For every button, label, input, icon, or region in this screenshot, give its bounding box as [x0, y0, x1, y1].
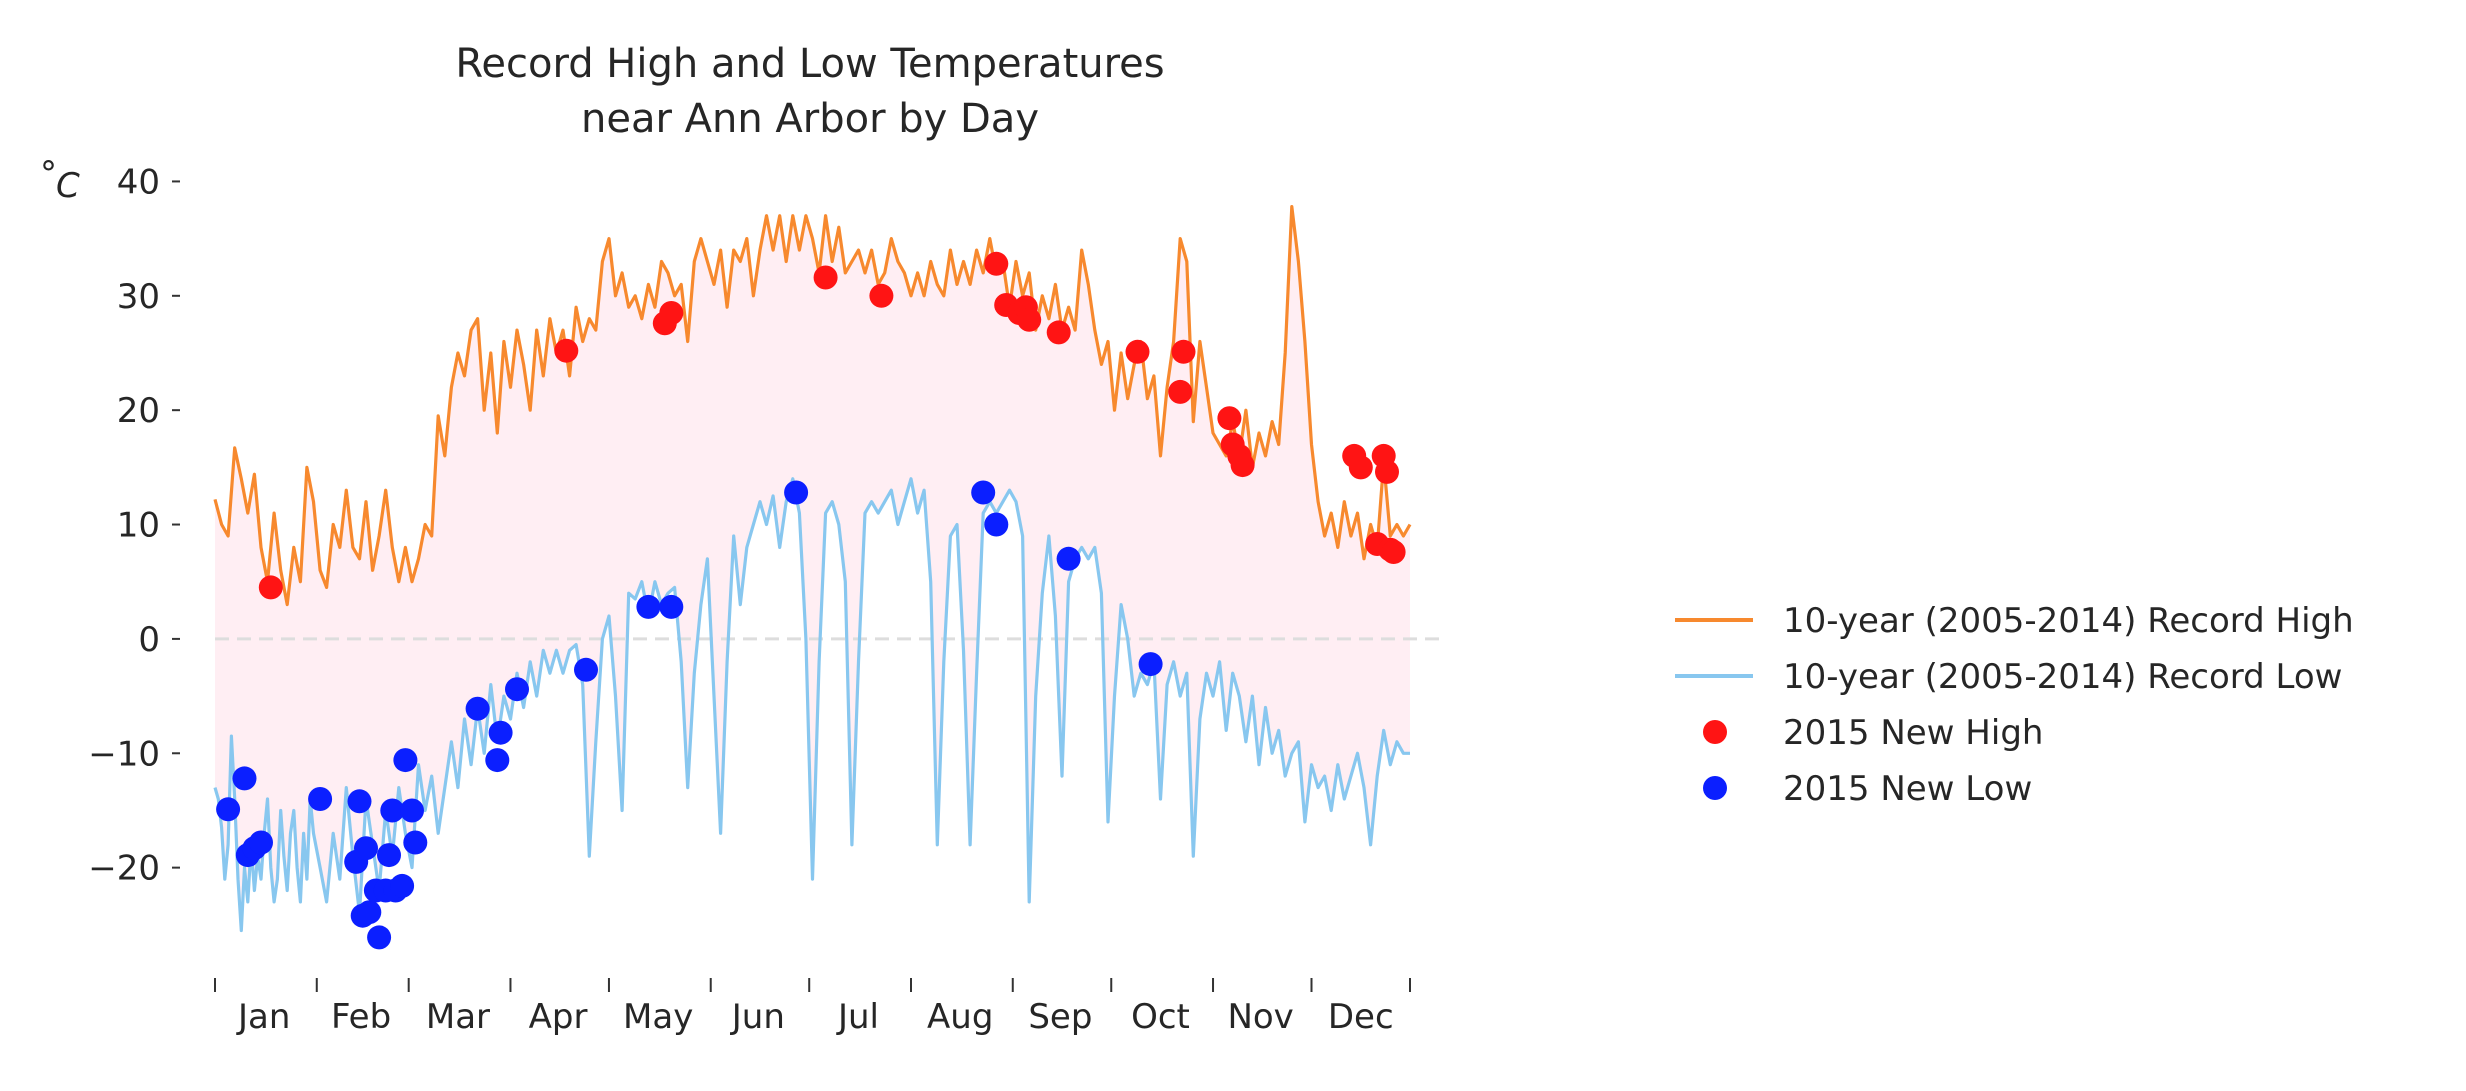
x-month-label: Feb — [331, 997, 391, 1037]
y-unit-label: ° C — [40, 154, 80, 206]
new-high-point — [1381, 540, 1406, 564]
x-month-label: Dec — [1328, 997, 1394, 1037]
y-tick-label: −10 — [88, 734, 160, 774]
x-month-label: Apr — [529, 997, 588, 1037]
new-high-point — [1171, 339, 1196, 364]
x-month-label: Mar — [426, 997, 490, 1037]
new-low-point — [249, 830, 273, 855]
new-high-point — [1017, 307, 1042, 332]
new-low-point — [400, 798, 424, 823]
new-low-point — [354, 836, 378, 861]
new-low-point — [403, 830, 428, 855]
y-tick-label: 30 — [117, 277, 160, 317]
new-low-point — [347, 789, 372, 814]
new-low-point — [367, 925, 392, 950]
new-high-point — [1375, 459, 1399, 484]
new-low-point — [488, 720, 513, 745]
new-high-point — [1168, 379, 1193, 404]
y-tick-label: 20 — [117, 391, 160, 431]
y-tick-label: −20 — [88, 849, 160, 889]
x-month-label: Nov — [1227, 997, 1293, 1037]
new-low-point — [1056, 546, 1081, 571]
new-low-point — [216, 797, 241, 822]
new-high-point — [554, 338, 579, 363]
new-high-point — [659, 301, 684, 325]
new-low-point — [971, 480, 996, 505]
new-low-point — [485, 748, 510, 773]
new-low-point — [377, 843, 401, 868]
new-high-point — [1348, 455, 1373, 480]
new-low-point — [308, 787, 333, 811]
y-tick-label: 10 — [117, 506, 160, 546]
x-month-label: Jul — [836, 997, 879, 1037]
y-tick-label: 40 — [117, 162, 160, 202]
new-high-point — [1046, 320, 1071, 345]
legend-label: 2015 New Low — [1783, 769, 2032, 809]
legend-label: 10-year (2005-2014) Record Low — [1783, 657, 2343, 697]
x-month-label: May — [623, 997, 693, 1037]
x-month-label: Sep — [1028, 997, 1092, 1037]
new-high-point — [1230, 453, 1255, 478]
new-low-point — [659, 594, 684, 619]
x-month-label: Jan — [236, 997, 290, 1037]
plot-area — [213, 205, 1440, 950]
new-high-point — [813, 265, 838, 290]
new-high-point — [984, 251, 1009, 276]
new-low-point — [636, 594, 661, 619]
new-low-point — [390, 873, 415, 898]
new-high-point — [258, 575, 283, 600]
new-low-point — [465, 696, 490, 721]
legend-label: 10-year (2005-2014) Record High — [1783, 601, 2354, 641]
chart-title-line-2: near Ann Arbor by Day — [581, 96, 1039, 142]
y-tick-label: 0 — [138, 620, 160, 660]
chart-title-line-1: Record High and Low Temperatures — [455, 41, 1164, 87]
new-low-point — [505, 677, 529, 702]
legend-marker-swatch — [1703, 720, 1727, 744]
record-high-line — [213, 205, 1412, 607]
axes: −20 −10 0 10 20 30 40 Jan Feb Mar Apr May Jun Jul Aug S… — [88, 162, 1411, 1037]
new-low-point — [232, 766, 257, 791]
new-high-point — [1125, 339, 1150, 364]
legend-marker-swatch — [1703, 776, 1727, 800]
new-low-point — [357, 900, 382, 925]
y-unit-letter: C — [56, 166, 80, 206]
legend-label: 2015 New High — [1783, 713, 2043, 753]
legend: 10-year (2005-2014) Record High 10-year (… — [1675, 601, 2354, 809]
record-low-line — [213, 477, 1410, 933]
new-low-point — [574, 657, 598, 682]
new-low-point — [784, 480, 809, 505]
new-high-point — [869, 283, 894, 308]
new-low-point — [380, 798, 405, 823]
x-month-label: Oct — [1131, 997, 1190, 1037]
new-low-point — [984, 512, 1009, 537]
new-high-point — [1217, 406, 1242, 431]
y-unit-degree: ° — [40, 154, 57, 194]
x-month-label: Aug — [927, 997, 993, 1037]
new-low-point — [1138, 652, 1163, 677]
new-low-point — [393, 748, 418, 773]
x-month-label: Jun — [730, 997, 785, 1037]
